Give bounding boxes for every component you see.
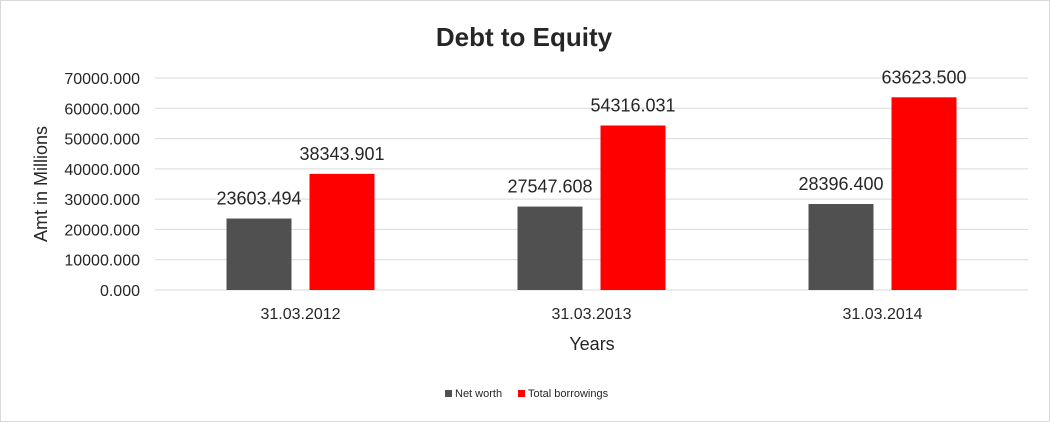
- x-tick-label: 31.03.2013: [551, 306, 631, 323]
- data-label: 63623.500: [881, 67, 966, 87]
- y-tick-label: 30000.000: [64, 192, 140, 209]
- bars: [226, 97, 957, 291]
- legend-label: Total borrowings: [528, 388, 609, 400]
- y-tick-label: 50000.000: [64, 132, 140, 149]
- x-axis-title: Years: [569, 334, 614, 354]
- data-label: 38343.901: [299, 144, 384, 164]
- data-label: 23603.494: [216, 189, 301, 209]
- y-tick-label: 10000.000: [64, 253, 140, 270]
- data-label: 28396.400: [798, 174, 883, 194]
- y-axis-ticks: 0.000 10000.000 20000.000 30000.000 40000.00…: [64, 71, 140, 300]
- bar-net-worth: [517, 206, 583, 290]
- bar-total-borrowings: [309, 173, 375, 290]
- legend-swatch: [518, 390, 525, 397]
- bar-total-borrowings: [600, 125, 666, 290]
- y-tick-label: 70000.000: [64, 71, 140, 88]
- bar-net-worth: [808, 203, 874, 290]
- x-axis-ticks: 31.03.2012 31.03.2013 31.03.2014: [260, 306, 922, 323]
- x-tick-label: 31.03.2014: [842, 306, 922, 323]
- y-tick-label: 20000.000: [64, 222, 140, 239]
- gridlines: [155, 77, 1028, 291]
- data-label: 27547.608: [507, 177, 592, 197]
- legend-label: Net worth: [455, 388, 502, 400]
- bar-net-worth: [226, 218, 292, 290]
- data-labels: 23603.494 38343.901 27547.608 54316.031 2839…: [216, 67, 966, 208]
- chart-title: Debt to Equity: [436, 22, 613, 52]
- legend: Net worth Total borrowings: [445, 388, 609, 400]
- data-label: 54316.031: [590, 96, 675, 116]
- y-tick-label: 60000.000: [64, 101, 140, 118]
- y-tick-label: 0.000: [100, 283, 140, 300]
- y-tick-label: 40000.000: [64, 162, 140, 179]
- y-axis-title: Amt in Millions: [31, 126, 51, 242]
- x-tick-label: 31.03.2012: [260, 306, 340, 323]
- legend-swatch: [445, 390, 452, 397]
- bar-total-borrowings: [891, 97, 957, 291]
